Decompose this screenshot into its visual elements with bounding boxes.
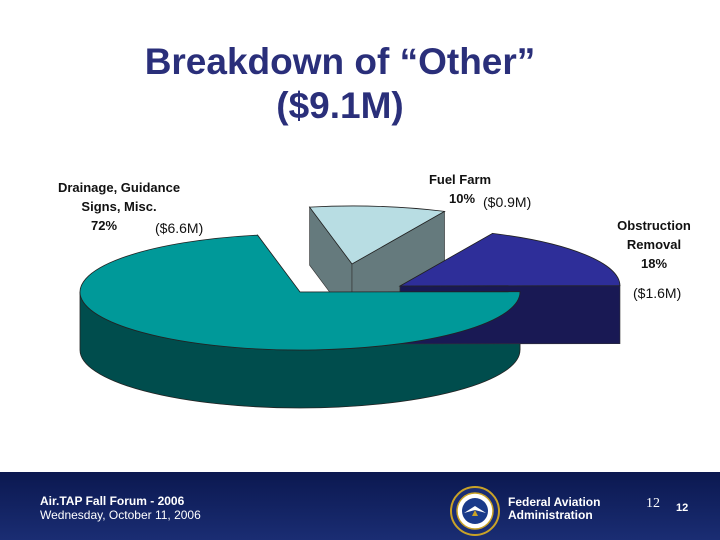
slice-top-fuel-farm <box>308 205 446 265</box>
pie-tops <box>79 205 621 351</box>
faa-seal-icon <box>450 486 500 536</box>
page-number-small: 12 <box>676 502 689 514</box>
slice-top-drainage <box>79 234 521 351</box>
footer-bar: Air.TAP Fall Forum - 2006 Wednesday, Oct… <box>0 472 720 540</box>
pie-chart <box>79 205 621 409</box>
footer-agency-line2: Administration <box>508 508 593 522</box>
label-obstruction-line1: Obstruction <box>617 218 691 233</box>
slide-title-line1: Breakdown of “Other” <box>144 41 536 82</box>
footer-date: Wednesday, October 11, 2006 <box>40 508 201 522</box>
label-obstruction: Obstruction Removal 18% <box>606 216 702 273</box>
amount-drainage: ($6.6M) <box>155 220 204 236</box>
label-drainage: Drainage, Guidance Signs, Misc. 72% <box>44 178 194 235</box>
label-fuel-percent: 10% <box>448 191 476 206</box>
footer-event: Air.TAP Fall Forum - 2006 <box>40 494 185 508</box>
label-obstruction-percent: 18% <box>640 256 668 271</box>
label-fuel-line1: Fuel Farm <box>428 172 492 187</box>
label-drainage-line2: Signs, Misc. <box>81 199 157 214</box>
label-fuel-farm: Fuel Farm 10% <box>420 170 500 208</box>
slide-title: Breakdown of “Other” ($9.1M) <box>60 40 620 128</box>
label-drainage-line1: Drainage, Guidance <box>57 180 181 195</box>
label-obstruction-line2: Removal <box>626 237 682 252</box>
amount-fuel-farm: ($0.9M) <box>483 194 532 210</box>
page-number-large: 12 <box>646 496 660 511</box>
footer-agency: Federal Aviation Administration <box>508 496 600 522</box>
slice-top-obstruction <box>398 232 621 287</box>
footer-agency-line1: Federal Aviation <box>508 495 601 509</box>
label-drainage-percent: 72% <box>91 218 118 233</box>
slide-title-line2: ($9.1M) <box>276 85 404 126</box>
amount-obstruction: ($1.6M) <box>633 285 682 301</box>
